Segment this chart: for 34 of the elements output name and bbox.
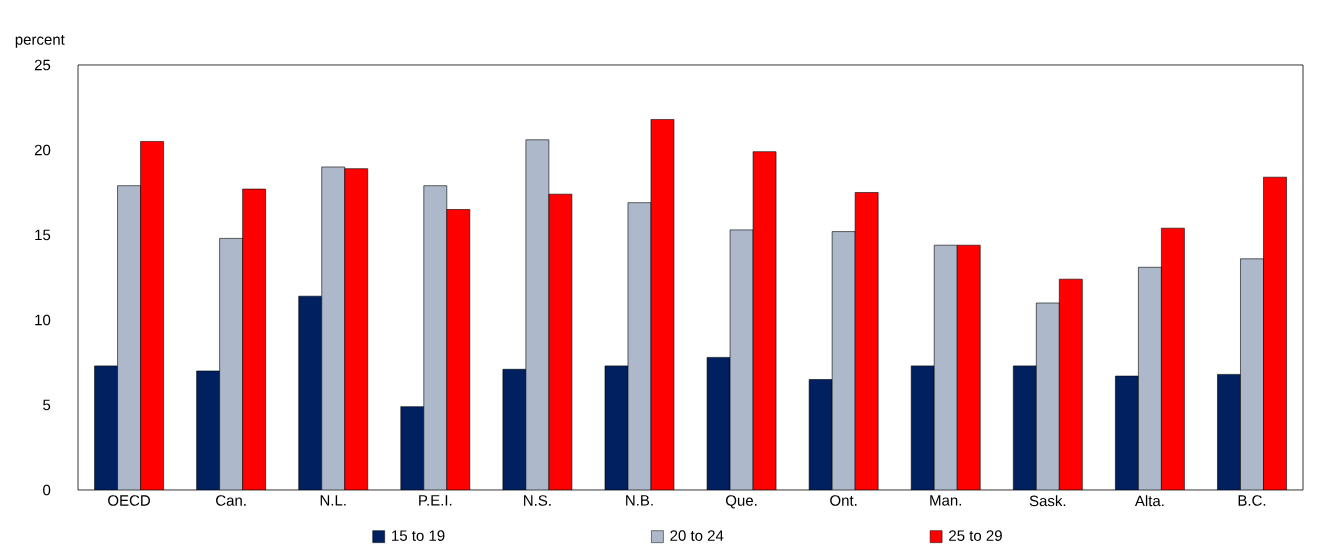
bar bbox=[1013, 365, 1037, 490]
y-tick-label: 25 bbox=[34, 59, 51, 71]
legend-label: 20 to 24 bbox=[670, 530, 724, 541]
bar bbox=[196, 370, 220, 490]
bar bbox=[298, 295, 323, 490]
bar bbox=[1115, 375, 1139, 490]
x-tick-label: B.C. bbox=[1238, 495, 1266, 506]
x-tick-label: N.S. bbox=[524, 495, 551, 506]
x-tick-label: Alta. bbox=[1134, 495, 1164, 507]
x-tick-label: OECD bbox=[108, 495, 150, 506]
bar bbox=[1217, 374, 1241, 490]
x-tick-label: Man. bbox=[930, 495, 962, 506]
x-tick-label: P.E.I. bbox=[419, 495, 452, 506]
legend-label: 15 to 19 bbox=[392, 530, 445, 541]
x-tick-label: Que. bbox=[726, 495, 757, 509]
y-tick-label: 0 bbox=[43, 484, 51, 496]
y-tick-label: 20 bbox=[34, 144, 51, 156]
bar bbox=[706, 357, 731, 490]
x-tick-label: Can. bbox=[216, 495, 246, 506]
bar bbox=[910, 365, 935, 490]
y-tick-label: 15 bbox=[35, 229, 51, 241]
bar bbox=[94, 365, 118, 490]
bar bbox=[400, 406, 425, 490]
bar bbox=[604, 365, 629, 490]
y-axis-title: percent bbox=[15, 34, 65, 48]
x-tick-label: Ont. bbox=[830, 495, 857, 506]
x-tick-label: Sask. bbox=[1029, 495, 1066, 507]
bar bbox=[502, 368, 527, 490]
bar bbox=[808, 379, 833, 490]
legend-label: 25 to 29 bbox=[949, 530, 1002, 541]
y-tick-label: 5 bbox=[43, 399, 51, 411]
y-tick-label: 10 bbox=[35, 314, 51, 326]
x-tick-label: N.B. bbox=[626, 495, 653, 506]
x-tick-label: N.L. bbox=[320, 495, 346, 506]
